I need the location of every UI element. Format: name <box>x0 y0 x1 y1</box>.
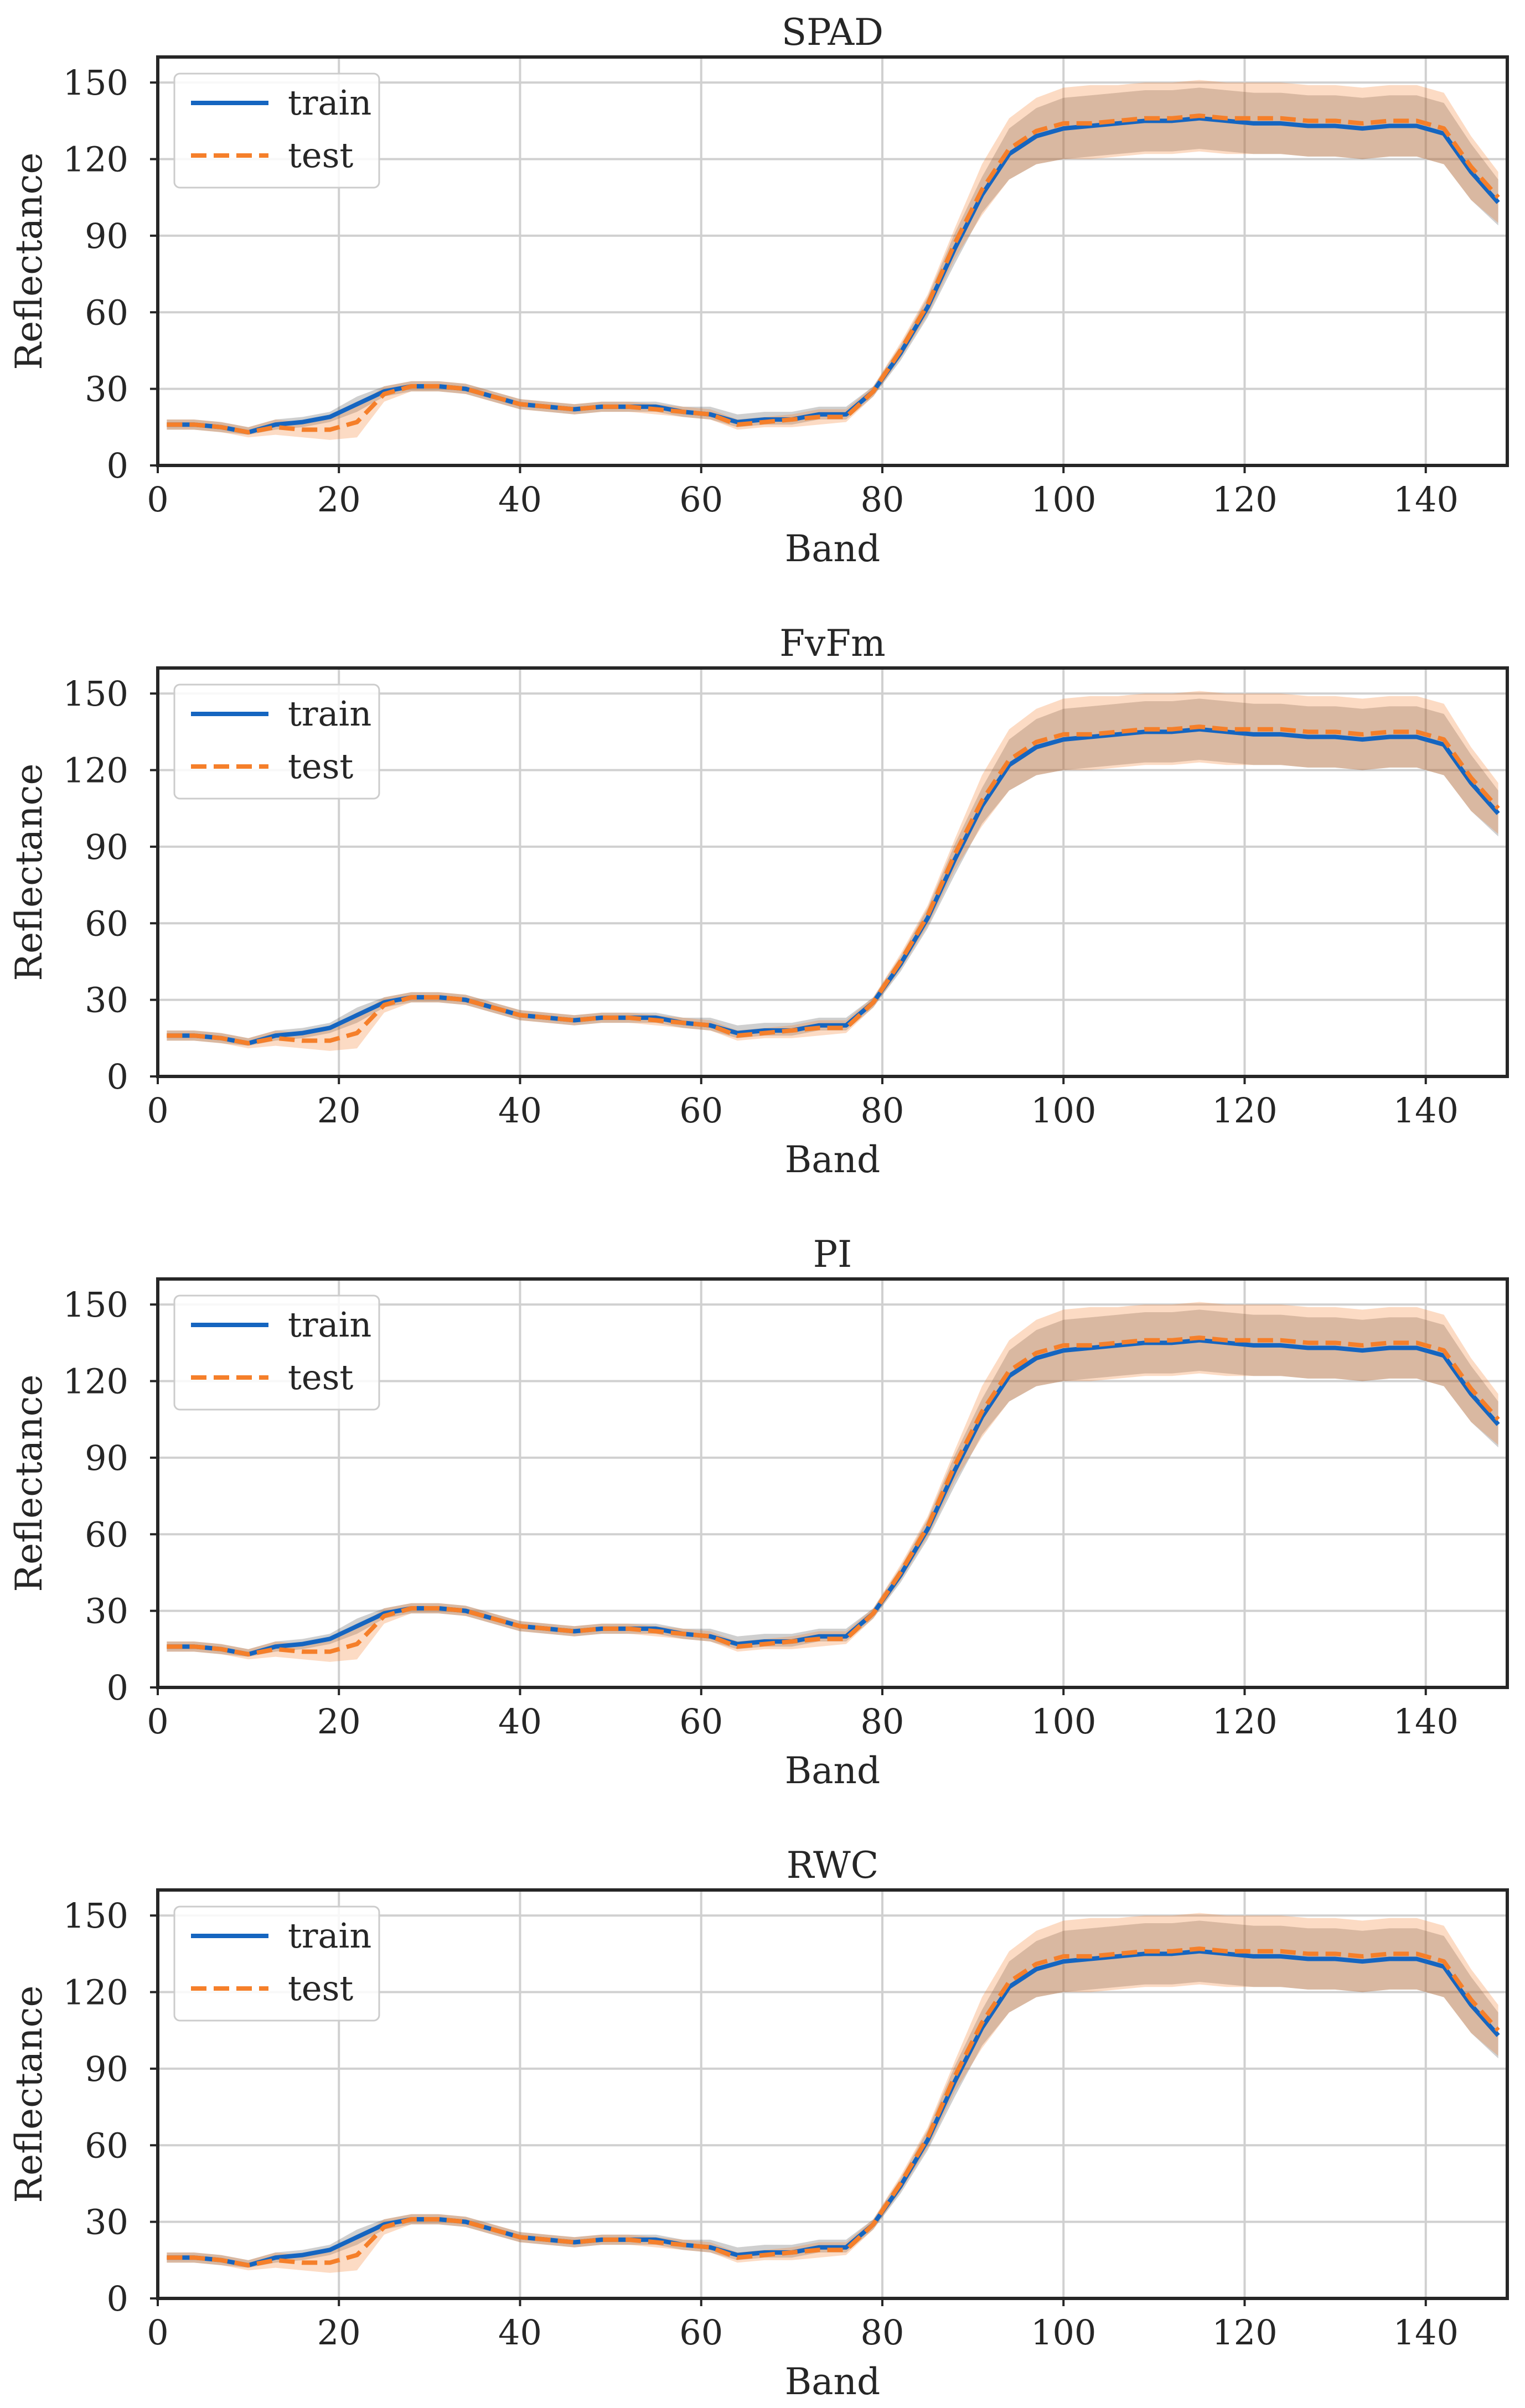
y-tick-label: 150 <box>63 1896 128 1936</box>
y-tick-label: 90 <box>85 827 128 867</box>
chart-title: RWC <box>787 1844 879 1887</box>
band-train <box>167 698 1498 1046</box>
legend-label-train: train <box>288 693 371 734</box>
legend-label-test: test <box>288 135 353 175</box>
y-axis-label: Reflectance <box>8 1374 50 1592</box>
y-tick-label: 30 <box>85 980 128 1021</box>
y-tick-label: 90 <box>85 216 128 256</box>
x-tick-label: 20 <box>317 1701 361 1742</box>
y-tick-label: 60 <box>85 1514 128 1555</box>
chart-panel-rwc: 0 20 40 60 80 100 120 140 0 30 60 90 120 150 RWC Band Re… <box>8 1844 1509 2403</box>
legend-label-test: test <box>288 746 353 786</box>
x-tick-label: 100 <box>1031 1090 1096 1131</box>
x-tick-label: 80 <box>861 1701 904 1742</box>
x-tick-label: 60 <box>679 2312 723 2353</box>
y-tick-label: 120 <box>63 139 128 180</box>
y-axis-label: Reflectance <box>8 1985 50 2203</box>
x-tick-label: 80 <box>861 479 904 520</box>
y-tick-label: 150 <box>63 674 128 714</box>
y-tick-label: 0 <box>107 446 128 486</box>
y-tick-label: 60 <box>85 292 128 333</box>
x-tick-label: 0 <box>147 479 168 520</box>
x-tick-label: 60 <box>679 1701 723 1742</box>
legend-label-train: train <box>288 1304 371 1345</box>
y-tick-label: 30 <box>85 369 128 410</box>
plot-frame <box>156 55 1509 467</box>
chart-title: PI <box>813 1233 852 1276</box>
legend-label-train: train <box>288 1915 371 1956</box>
x-axis-label: Band <box>785 527 881 570</box>
x-tick-label: 40 <box>498 479 542 520</box>
x-tick-label: 60 <box>679 479 723 520</box>
y-tick-label: 30 <box>85 2202 128 2243</box>
y-tick-label: 150 <box>63 1285 128 1325</box>
plot-frame <box>156 666 1509 1078</box>
x-tick-label: 20 <box>317 2312 361 2353</box>
x-tick-label: 100 <box>1031 2312 1096 2353</box>
y-tick-label: 0 <box>107 1668 128 1708</box>
y-tick-label: 90 <box>85 2049 128 2089</box>
x-tick-label: 140 <box>1393 1090 1459 1131</box>
x-tick-label: 80 <box>861 1090 904 1131</box>
legend-label-test: test <box>288 1357 353 1397</box>
y-tick-label: 120 <box>63 750 128 791</box>
x-tick-label: 100 <box>1031 479 1096 520</box>
x-tick-label: 40 <box>498 2312 542 2353</box>
y-tick-label: 60 <box>85 903 128 944</box>
y-tick-label: 60 <box>85 2125 128 2166</box>
x-tick-label: 40 <box>498 1090 542 1131</box>
x-tick-label: 80 <box>861 2312 904 2353</box>
x-tick-label: 140 <box>1393 479 1459 520</box>
x-axis-label: Band <box>785 1749 881 1792</box>
x-tick-label: 120 <box>1212 1701 1277 1742</box>
x-tick-label: 120 <box>1212 1090 1277 1131</box>
y-axis-label: Reflectance <box>8 152 50 370</box>
x-axis-label: Band <box>785 1138 881 1181</box>
x-tick-label: 0 <box>147 2312 168 2353</box>
y-tick-label: 30 <box>85 1591 128 1632</box>
x-tick-label: 0 <box>147 1090 168 1131</box>
chart-panel-fvfm: 0 20 40 60 80 100 120 140 0 30 60 90 120 150 FvFm Band R… <box>8 622 1509 1181</box>
y-tick-label: 90 <box>85 1438 128 1478</box>
chart-title: FvFm <box>779 622 885 665</box>
x-tick-label: 100 <box>1031 1701 1096 1742</box>
band-test <box>167 691 1498 1051</box>
legend-label-test: test <box>288 1968 353 2008</box>
series-line-test <box>167 1946 1500 2268</box>
x-tick-label: 20 <box>317 479 361 520</box>
band-train <box>167 1309 1498 1657</box>
x-tick-label: 120 <box>1212 2312 1277 2353</box>
y-tick-label: 120 <box>63 1361 128 1402</box>
x-tick-label: 0 <box>147 1701 168 1742</box>
series-line-test <box>167 724 1500 1046</box>
chart-title: SPAD <box>782 11 883 54</box>
legend-label-train: train <box>288 82 371 123</box>
y-axis-label: Reflectance <box>8 763 50 981</box>
x-tick-label: 20 <box>317 1090 361 1131</box>
band-test <box>167 1913 1498 2273</box>
chart-panel-spad: 0 20 40 60 80 100 120 140 0 30 60 90 120 150 SPAD Band R… <box>8 11 1509 570</box>
y-tick-label: 0 <box>107 2278 128 2319</box>
x-tick-label: 140 <box>1393 1701 1459 1742</box>
plot-frame <box>156 1277 1509 1689</box>
y-tick-label: 150 <box>63 63 128 103</box>
band-test <box>167 1302 1498 1662</box>
x-tick-label: 60 <box>679 1090 723 1131</box>
y-tick-label: 120 <box>63 1972 128 2013</box>
x-tick-label: 140 <box>1393 2312 1459 2353</box>
chart-panel-pi: 0 20 40 60 80 100 120 140 0 30 60 90 120 150 PI Band Ref… <box>8 1233 1509 1792</box>
band-train <box>167 1920 1498 2268</box>
x-tick-label: 120 <box>1212 479 1277 520</box>
series-line-test <box>167 1335 1500 1657</box>
series-line-test <box>167 113 1500 435</box>
band-train <box>167 87 1498 435</box>
band-test <box>167 80 1498 440</box>
x-tick-label: 40 <box>498 1701 542 1742</box>
plot-frame <box>156 1888 1509 2300</box>
x-axis-label: Band <box>785 2360 881 2403</box>
y-tick-label: 0 <box>107 1057 128 1097</box>
